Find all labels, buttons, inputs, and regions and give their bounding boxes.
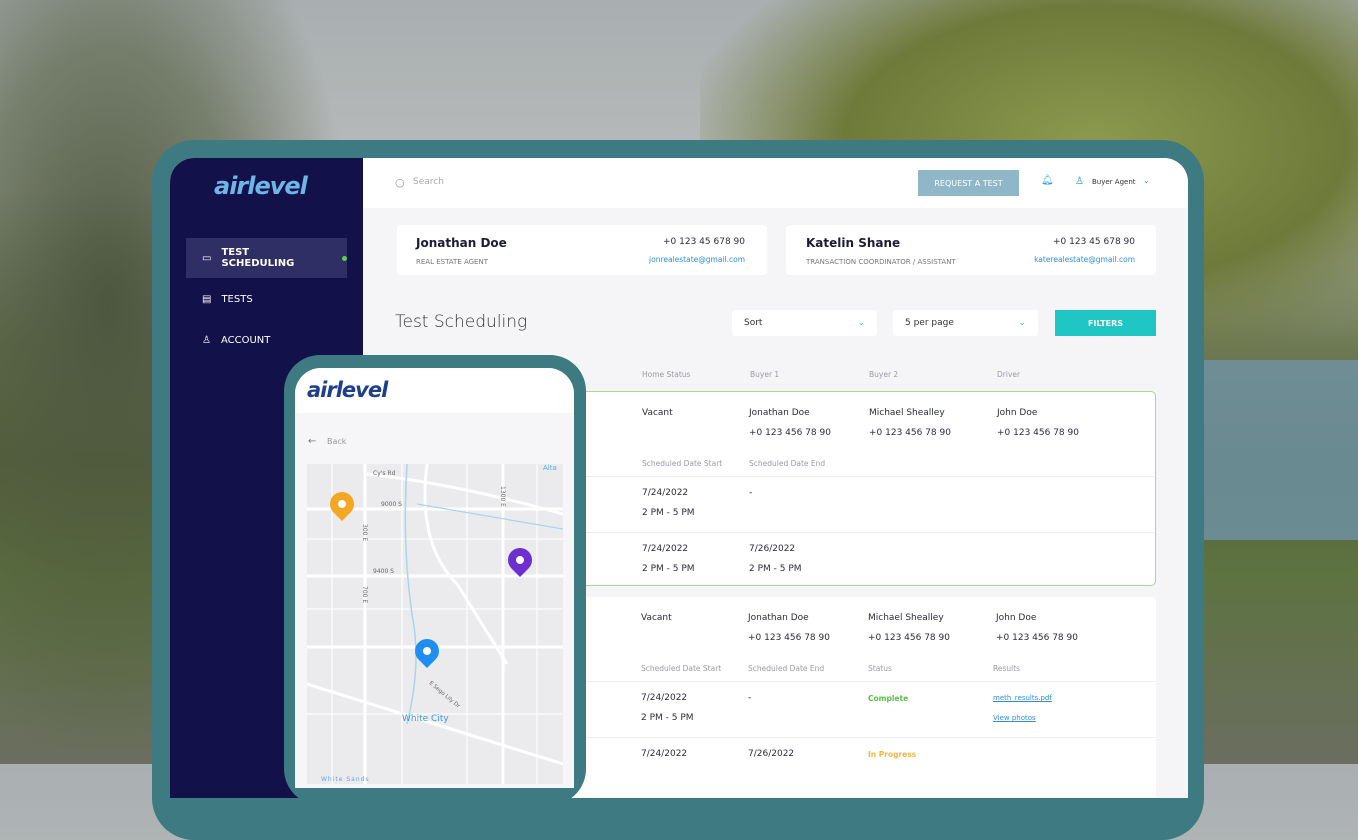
start-time: 2 PM - 5 PM xyxy=(642,508,695,518)
map-label: Alta xyxy=(543,464,557,472)
sub-header: Scheduled Date Start xyxy=(641,664,722,673)
start-date: 7/24/2022 xyxy=(642,544,689,554)
buyer2-phone: +0 123 456 78 90 xyxy=(868,633,950,643)
buyer1-phone: +0 123 456 78 90 xyxy=(748,633,830,643)
contact-phone: +0 123 45 678 90 xyxy=(663,237,745,247)
buyer1-name: Jonathan Doe xyxy=(748,613,809,623)
status-badge: Complete xyxy=(868,694,909,703)
end-time: 2 PM - 5 PM xyxy=(749,564,802,574)
per-page-select[interactable]: 5 per page ⌄ xyxy=(893,310,1038,336)
column-header: Home Status xyxy=(642,370,691,379)
contact-name: Katelin Shane xyxy=(806,236,901,250)
sub-header: Status xyxy=(868,664,892,673)
divider xyxy=(550,737,1156,738)
back-arrow-icon[interactable]: ← xyxy=(308,436,317,447)
buyer1-phone: +0 123 456 78 90 xyxy=(749,428,831,438)
start-date: 7/24/2022 xyxy=(642,488,689,498)
map-label: Cy's Rd xyxy=(373,470,396,477)
contact-email[interactable]: jonrealestate@gmail.com xyxy=(649,255,745,264)
driver-name: John Doe xyxy=(996,613,1037,623)
map-label: White Sands xyxy=(321,776,370,783)
end-date: - xyxy=(749,488,753,498)
driver-phone: +0 123 456 78 90 xyxy=(997,428,1079,438)
buyer2-name: Michael Shealley xyxy=(869,408,945,418)
phone-header: airlevel xyxy=(295,368,574,413)
schedule-group[interactable]: Vacant Jonathan Doe +0 123 456 78 90 Mic… xyxy=(550,597,1156,798)
contact-role: TRANSACTION COORDINATOR / ASSISTANT xyxy=(806,258,956,266)
buyer2-name: Michael Shealley xyxy=(868,613,944,623)
map-label: 9400 S xyxy=(373,568,394,575)
contact-card: Jonathan Doe REAL ESTATE AGENT +0 123 45… xyxy=(397,225,767,275)
column-header: Driver xyxy=(997,370,1021,379)
map-label-300-e: 300 E xyxy=(361,524,368,542)
calendar-icon: ▭ xyxy=(202,252,212,264)
chevron-down-icon: ⌄ xyxy=(857,318,865,328)
end-date: 7/26/2022 xyxy=(748,749,795,759)
column-header: Buyer 2 xyxy=(869,370,899,379)
schedule-group[interactable]: Vacant Jonathan Doe +0 123 456 78 90 Mic… xyxy=(550,391,1156,586)
filters-button[interactable]: FILTERS xyxy=(1055,310,1156,336)
results-file-link[interactable]: meth_results.pdf xyxy=(993,694,1052,702)
sub-header: Scheduled Date End xyxy=(748,664,825,673)
end-date: - xyxy=(748,693,752,703)
sub-header: Scheduled Date End xyxy=(749,459,826,468)
user-icon: ♙ xyxy=(202,334,211,346)
page-title: Test Scheduling xyxy=(395,312,528,332)
contact-phone: +0 123 45 678 90 xyxy=(1053,237,1135,247)
sub-header: Results xyxy=(993,664,1021,673)
column-header: Buyer 1 xyxy=(750,370,780,379)
home-status: Vacant xyxy=(641,613,672,623)
request-test-button[interactable]: REQUEST A TEST xyxy=(918,170,1019,196)
background-house xyxy=(1200,360,1358,540)
airlevel-logo: airlevel xyxy=(307,378,388,402)
divider xyxy=(550,681,1156,682)
status-badge: In Progress xyxy=(868,750,917,759)
phone-screen: airlevel ← Back Cy's Rd 9000 S 9400 S 30… xyxy=(295,368,574,788)
start-time: 2 PM - 5 PM xyxy=(641,713,694,723)
buyer1-name: Jonathan Doe xyxy=(749,408,810,418)
back-button[interactable]: Back xyxy=(327,437,347,446)
chevron-down-icon: ⌄ xyxy=(1018,318,1026,328)
contact-name: Jonathan Doe xyxy=(416,236,507,250)
sort-select[interactable]: Sort ⌄ xyxy=(732,310,877,336)
airlevel-logo: airlevel xyxy=(214,172,308,200)
driver-name: John Doe xyxy=(997,408,1038,418)
search-icon: ○ xyxy=(395,176,405,189)
bell-icon[interactable]: 🔔︎ xyxy=(1041,175,1054,186)
map-label-1300-e: 1300 E xyxy=(499,486,506,507)
end-date: 7/26/2022 xyxy=(749,544,796,554)
divider xyxy=(551,476,1155,477)
buyer2-phone: +0 123 456 78 90 xyxy=(869,428,951,438)
start-date: 7/24/2022 xyxy=(641,693,688,703)
map[interactable]: Cy's Rd 9000 S 9400 S 300 E 700 E 1300 E… xyxy=(307,464,563,784)
sidebar-item-account[interactable]: ♙ ACCOUNT xyxy=(202,334,271,346)
top-header: ○ Search REQUEST A TEST 🔔︎ ♙ Buyer Agent… xyxy=(363,158,1188,208)
contact-email[interactable]: katerealestate@gmail.com xyxy=(1034,255,1135,264)
sidebar-item-tests[interactable]: ▤ TESTS xyxy=(202,293,253,305)
divider xyxy=(551,532,1155,533)
sub-header: Scheduled Date Start xyxy=(642,459,723,468)
contact-role: REAL ESTATE AGENT xyxy=(416,258,488,266)
user-role[interactable]: Buyer Agent xyxy=(1092,178,1136,186)
start-date: 7/24/2022 xyxy=(641,749,688,759)
map-label-700-e: 700 E xyxy=(361,586,368,604)
home-status: Vacant xyxy=(642,408,673,418)
start-time: 2 PM - 5 PM xyxy=(642,564,695,574)
document-icon: ▤ xyxy=(202,293,212,305)
contact-card: Katelin Shane TRANSACTION COORDINATOR / … xyxy=(786,225,1156,275)
chevron-down-icon[interactable]: ⌄ xyxy=(1143,176,1150,185)
view-photos-link[interactable]: View photos xyxy=(993,714,1036,722)
user-icon: ♙ xyxy=(1075,176,1084,187)
sidebar-item-test-scheduling[interactable]: ▭ TEST SCHEDULING xyxy=(186,238,347,278)
map-label: White City xyxy=(402,714,449,724)
driver-phone: +0 123 456 78 90 xyxy=(996,633,1078,643)
map-label: 9000 S xyxy=(381,501,402,508)
search-input[interactable]: Search xyxy=(413,177,444,187)
active-dot xyxy=(342,255,347,261)
